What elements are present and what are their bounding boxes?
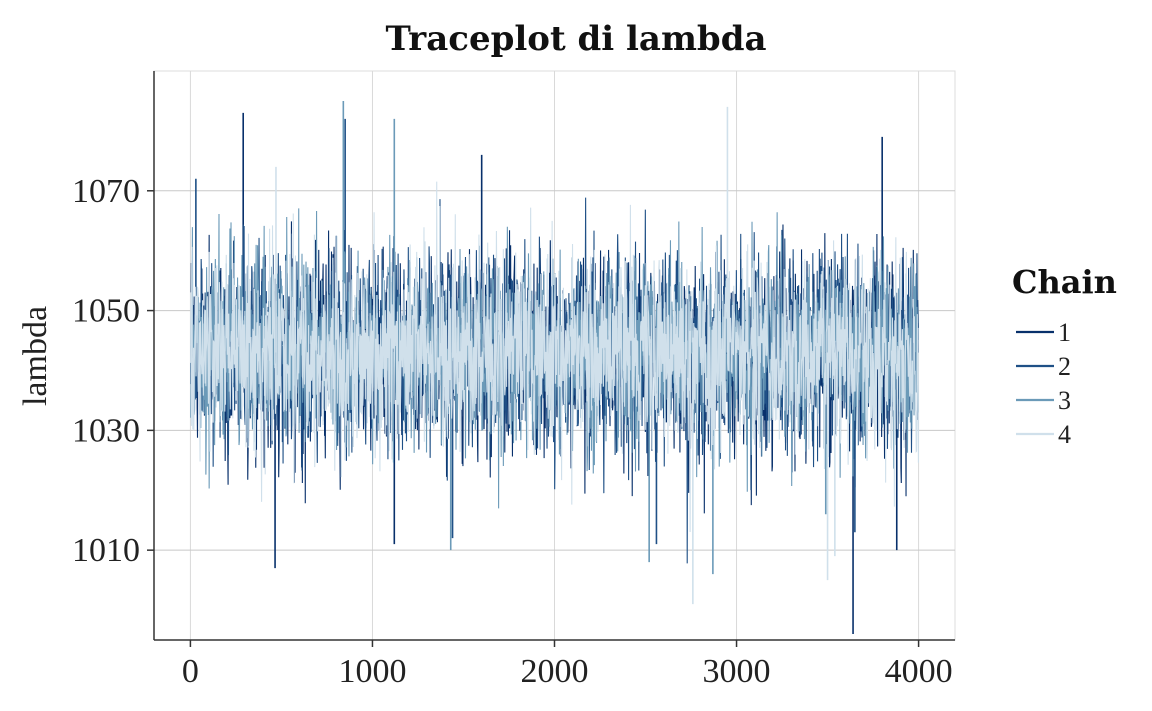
y-tick-label: 1070	[72, 173, 140, 210]
x-tick-label: 3000	[703, 653, 771, 690]
chart-title: Traceplot di lambda	[385, 19, 766, 59]
legend-label-chain-3: 3	[1058, 386, 1071, 415]
series-line-chain-4	[190, 181, 919, 533]
y-axis-title: lambda	[17, 306, 54, 406]
axis-ticks: 0 1000 2000 3000 4000 1010 1030 1050 1070	[72, 173, 953, 690]
x-tick-label: 2000	[521, 653, 589, 690]
legend: Chain 1 2 3 4	[1012, 263, 1117, 449]
series-lines	[190, 100, 919, 635]
y-tick-label: 1050	[72, 293, 140, 330]
x-tick-label: 0	[182, 653, 199, 690]
legend-label-chain-4: 4	[1058, 420, 1071, 449]
legend-label-chain-2: 2	[1058, 352, 1071, 381]
x-tick-label: 1000	[338, 653, 406, 690]
x-tick-label: 4000	[885, 653, 953, 690]
legend-title: Chain	[1012, 263, 1117, 301]
y-tick-label: 1030	[72, 412, 140, 449]
y-tick-label: 1010	[72, 532, 140, 569]
legend-label-chain-1: 1	[1058, 318, 1071, 347]
